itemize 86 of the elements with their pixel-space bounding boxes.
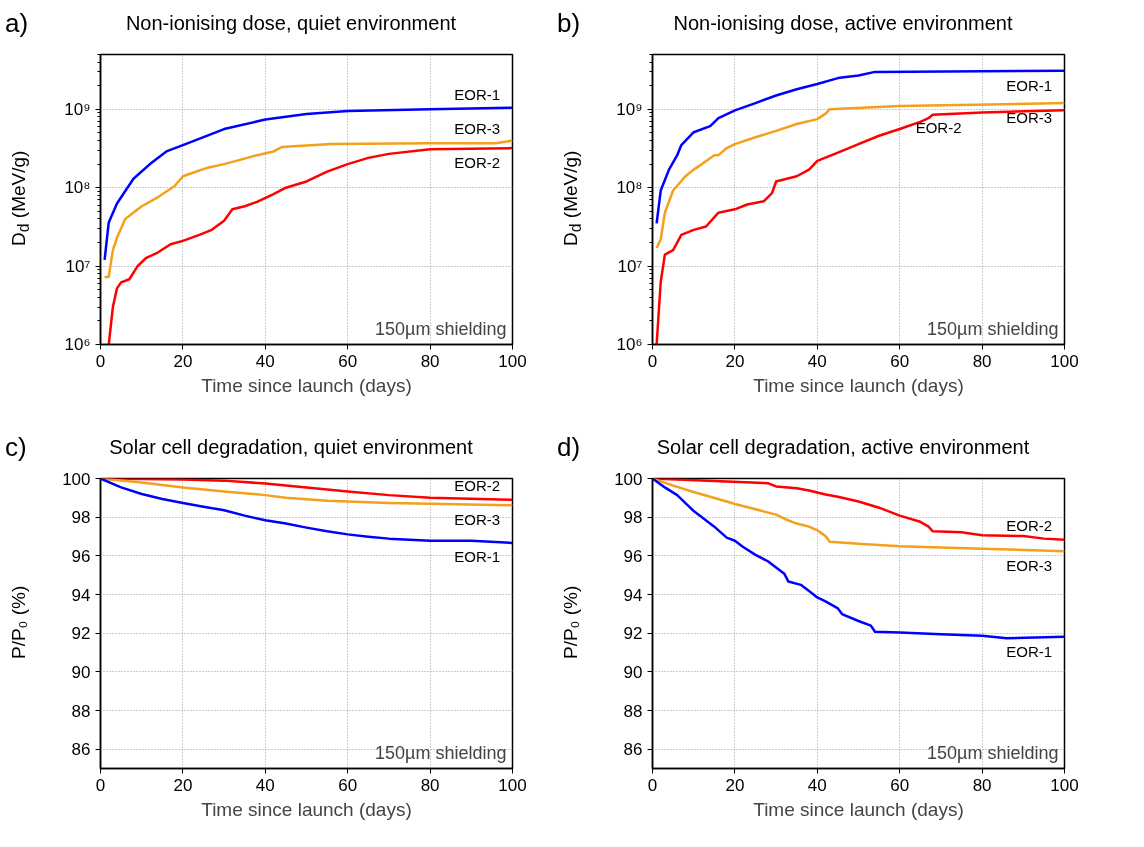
series-label: EOR-3 [454,120,501,138]
line-series [655,101,1065,250]
x-tick-label: 20 [173,351,193,371]
y-axis-title: P/P₀ (%) [559,584,582,661]
y-axis-title: P/P₀ (%) [7,584,30,661]
chart-title: Solar cell degradation, quiet environment [108,435,474,460]
y-tick-label: 96 [623,546,643,566]
x-tick-label: 60 [890,775,910,795]
y-tick-label: 96 [71,546,91,566]
x-tick-label: 60 [338,775,358,795]
series-label: EOR-1 [1006,642,1053,660]
text: d) [557,431,581,464]
x-tick-label: 100 [498,351,527,371]
x-axis-title: Time since launch (days) [201,374,412,396]
line-series [100,478,513,545]
line-series [652,478,1065,640]
series-label: EOR-3 [454,510,501,528]
y-tick-label: 90 [623,662,643,682]
x-tick-label: 0 [647,775,658,795]
chart-title: Non-ionising dose, active environment [672,11,1014,36]
text: c) [5,431,27,464]
series-label: EOR-1 [454,548,501,566]
x-tick-label: 80 [972,775,992,795]
y-tick-label: 94 [71,585,91,605]
y-tick-label: 92 [623,624,643,644]
x-tick-label: 20 [725,351,745,371]
y-tick-label: 90 [71,662,91,682]
x-tick-label: 40 [807,351,827,371]
text: a) [5,7,29,40]
x-tick-label: 40 [255,351,275,371]
series-label: EOR-2 [454,477,501,495]
line-series [655,109,1065,345]
y-tick-label: 10⁹ [616,99,643,119]
y-tick-label: 98 [71,508,91,528]
x-tick-label: 100 [1050,775,1079,795]
y-tick-label: 88 [71,701,91,721]
line-series [103,106,513,262]
x-axis-title: Time since launch (days) [201,798,412,820]
line-series [655,69,1065,225]
x-tick-label: 80 [420,775,440,795]
line-series [107,146,513,345]
x-tick-label: 100 [498,775,527,795]
y-tick-label: 10⁶ [616,335,643,354]
x-tick-label: 100 [1050,351,1079,371]
x-tick-label: 0 [95,351,106,371]
x-axis-title: Time since launch (days) [753,374,964,396]
annotation: 150µm shielding [375,318,507,339]
y-tick-label: 10⁸ [64,178,91,198]
series-label: EOR-2 [454,154,501,172]
x-tick-label: 80 [420,351,440,371]
y-tick-label: 10⁹ [64,99,91,119]
annotation: 150µm shielding [927,742,1059,763]
text: b) [557,7,581,40]
series-label: EOR-2 [915,119,962,137]
x-tick-label: 40 [255,775,275,795]
x-tick-label: 80 [972,351,992,371]
series-label: EOR-2 [1006,517,1053,535]
annotation: 150µm shielding [927,318,1059,339]
y-tick-label: 86 [623,740,643,760]
series-label: EOR-3 [1006,109,1053,127]
x-tick-label: 0 [95,775,106,795]
y-tick-label: 10⁷ [617,256,643,276]
x-tick-label: 60 [890,351,910,371]
series-label: EOR-1 [1006,76,1053,94]
series-label: EOR-1 [454,85,501,103]
y-tick-label: 88 [623,701,643,721]
annotation: 150µm shielding [375,742,507,763]
y-tick-label: 10⁷ [65,256,91,276]
y-tick-label: 100 [614,469,643,489]
y-tick-label: 86 [71,740,91,760]
x-tick-label: 0 [647,351,658,371]
x-tick-label: 20 [173,775,193,795]
y-tick-label: 100 [62,469,91,489]
chart-title: Non-ionising dose, quiet environment [124,11,458,36]
y-tick-label: 10⁶ [64,335,91,354]
x-axis-title: Time since launch (days) [753,798,964,820]
y-tick-label: 92 [71,624,91,644]
line-series [103,139,513,279]
chart-title: Solar cell degradation, active environment [655,435,1031,460]
series-label: EOR-3 [1006,556,1053,574]
y-tick-label: 98 [623,508,643,528]
y-tick-label: 10⁸ [616,178,643,198]
y-tick-label: 94 [623,585,643,605]
x-tick-label: 20 [725,775,745,795]
x-tick-label: 40 [807,775,827,795]
x-tick-label: 60 [338,351,358,371]
